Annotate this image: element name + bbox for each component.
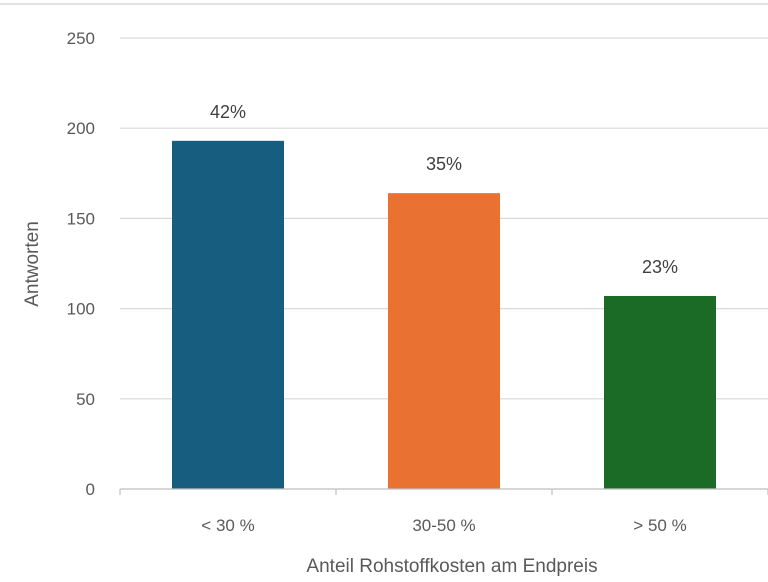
y-tick-label: 150 — [67, 209, 95, 228]
x-tick-label: 30-50 % — [412, 516, 475, 535]
x-axis-tick-marks — [119, 489, 768, 495]
bars — [172, 140, 716, 490]
data-label: 42% — [210, 102, 246, 122]
y-axis-title: Antworten — [22, 221, 43, 307]
y-tick-label: 200 — [67, 119, 95, 138]
x-tick-label: > 50 % — [633, 516, 686, 535]
bar-2 — [388, 193, 500, 490]
y-tick-label: 250 — [67, 29, 95, 48]
y-tick-label: 50 — [76, 390, 95, 409]
y-tick-label: 100 — [67, 300, 95, 319]
data-labels: 42% 35% 23% — [210, 102, 678, 277]
data-label: 23% — [642, 257, 678, 277]
x-tick-label: < 30 % — [201, 516, 254, 535]
bar-1 — [172, 140, 284, 489]
y-tick-label: 0 — [86, 480, 95, 499]
x-axis-ticks: < 30 % 30-50 % > 50 % — [201, 516, 686, 535]
bar-3 — [604, 295, 716, 489]
data-label: 35% — [426, 154, 462, 174]
x-axis-title: Anteil Rohstoffkosten am Endpreis — [306, 556, 597, 577]
y-axis-ticks: 0 50 100 150 200 250 — [67, 29, 95, 499]
